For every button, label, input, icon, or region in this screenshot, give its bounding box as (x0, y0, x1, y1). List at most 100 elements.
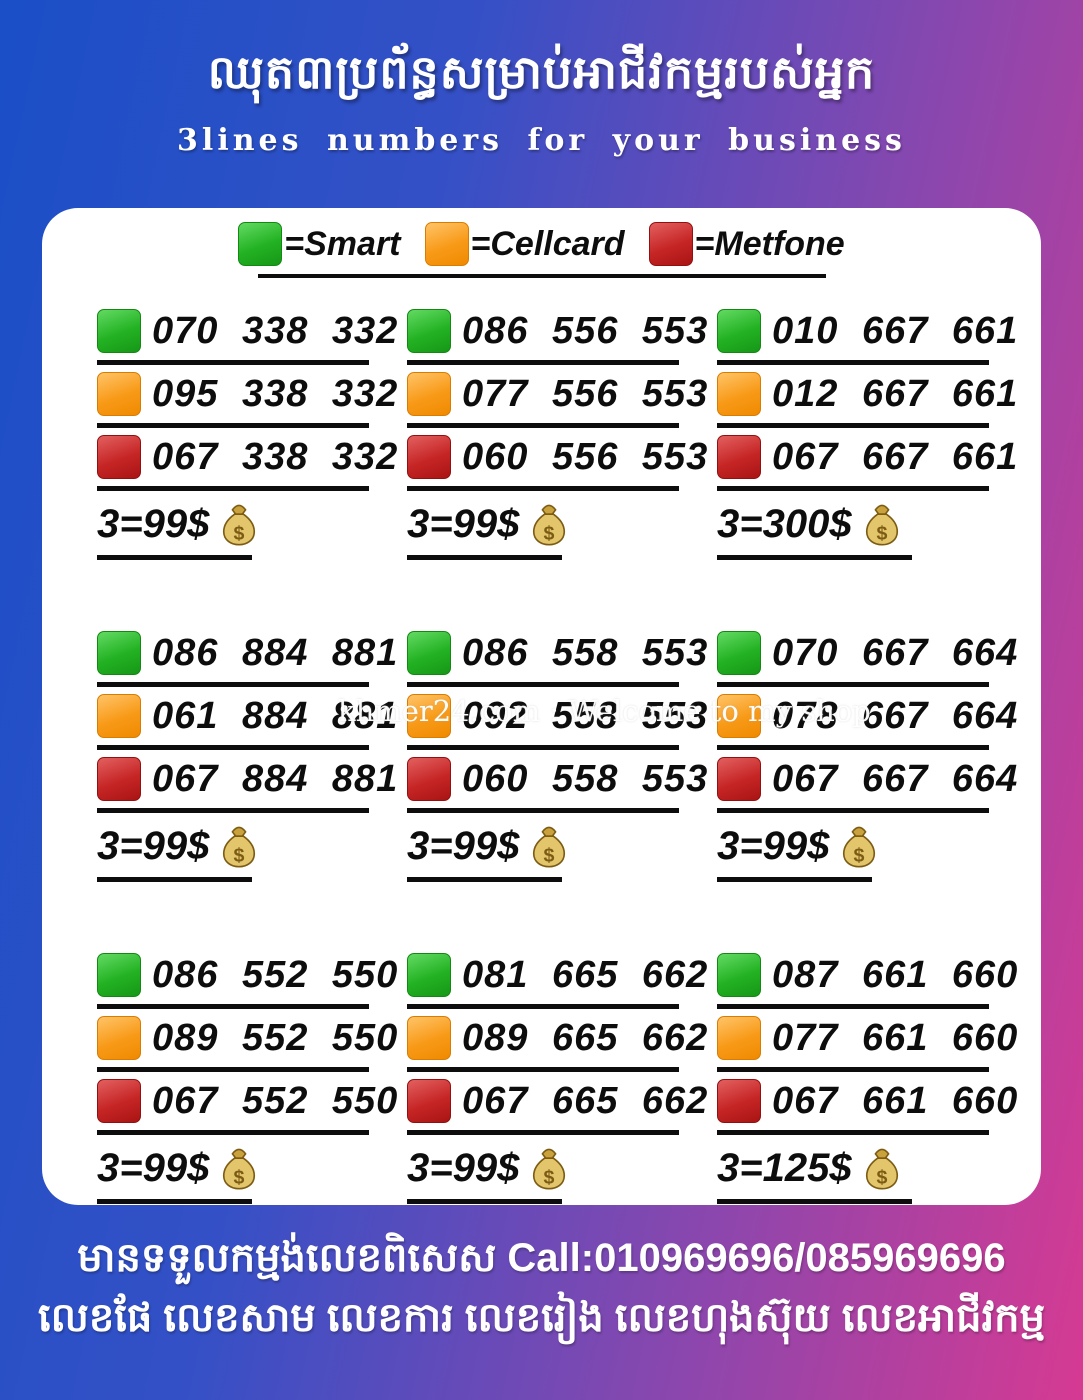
number-row: 086 884 881 (97, 630, 397, 676)
number-row: 067 884 881 (97, 756, 397, 802)
phone-number: 081 665 662 (462, 953, 709, 996)
number-group: 087 661 660 077 661 660 067 661 660 3=12… (717, 952, 1017, 1210)
legend-label: =Cellcard (470, 224, 625, 263)
row-divider (717, 1130, 989, 1135)
phone-number: 067 661 660 (772, 1079, 1019, 1122)
price-divider (407, 877, 562, 882)
row-divider (407, 486, 679, 491)
number-group: 070 667 664 078 667 664 067 667 664 3=99… (717, 630, 1017, 888)
number-row: 060 558 553 (407, 756, 707, 802)
phone-number: 086 552 550 (152, 953, 399, 996)
row-divider (97, 1067, 369, 1072)
price-divider (97, 1199, 252, 1204)
row-divider (717, 1004, 989, 1009)
phone-number: 070 338 332 (152, 309, 399, 352)
phone-number: 089 665 662 (462, 1016, 709, 1059)
number-group: 010 667 661 012 667 661 067 667 661 3=30… (717, 308, 1017, 566)
row-divider (717, 745, 989, 750)
cellcard-color-swatch-icon (407, 1016, 451, 1060)
number-group: 081 665 662 089 665 662 067 665 662 3=99… (407, 952, 707, 1210)
smart-color-swatch-icon (407, 631, 451, 675)
row-divider (97, 1004, 369, 1009)
row-divider (407, 423, 679, 428)
price-divider (97, 877, 252, 882)
legend-item-cellcard: =Cellcard (424, 222, 625, 266)
row-divider (407, 1130, 679, 1135)
number-row: 092 558 553 (407, 693, 707, 739)
phone-number: 089 552 550 (152, 1016, 399, 1059)
cellcard-color-swatch-icon (717, 1016, 761, 1060)
phone-number: 067 338 332 (152, 435, 399, 478)
price-row: 3=125$ $ (717, 1141, 989, 1195)
phone-number: 086 556 553 (462, 309, 709, 352)
metfone-color-swatch-icon (407, 757, 451, 801)
svg-text:$: $ (544, 1166, 555, 1188)
number-group: 086 884 881 061 884 881 067 884 881 3=99… (97, 630, 397, 888)
price-text: 3=99$ (717, 823, 830, 868)
row-divider (97, 808, 369, 813)
metfone-color-swatch-icon (717, 435, 761, 479)
money-bag-icon: $ (533, 1148, 566, 1190)
page-subtitle: 3lines numbers for your business (177, 123, 906, 158)
price-text: 3=125$ (717, 1145, 852, 1190)
number-row: 070 338 332 (97, 308, 397, 354)
price-divider (407, 1199, 562, 1204)
price-row: 3=99$ $ (97, 819, 369, 873)
phone-number: 010 667 661 (772, 309, 1019, 352)
number-row: 067 661 660 (717, 1078, 1017, 1124)
price-row: 3=300$ $ (717, 497, 989, 551)
money-bag-icon: $ (223, 504, 256, 546)
metfone-color-swatch-icon (97, 757, 141, 801)
row-divider (407, 1004, 679, 1009)
number-row: 086 558 553 (407, 630, 707, 676)
phone-number: 095 338 332 (152, 372, 399, 415)
smart-color-swatch-icon (717, 631, 761, 675)
money-bag-icon: $ (533, 826, 566, 868)
number-row: 070 667 664 (717, 630, 1017, 676)
metfone-color-swatch-icon (648, 222, 693, 266)
svg-text:$: $ (544, 522, 555, 544)
row-divider (407, 1067, 679, 1072)
number-row: 077 556 553 (407, 371, 707, 417)
price-text: 3=300$ (717, 501, 852, 546)
cellcard-color-swatch-icon (717, 372, 761, 416)
price-text: 3=99$ (407, 501, 520, 546)
money-bag-icon: $ (533, 504, 566, 546)
money-bag-icon: $ (843, 826, 876, 868)
cellcard-color-swatch-icon (424, 222, 469, 266)
smart-color-swatch-icon (97, 309, 141, 353)
numbers-card: =Smart =Cellcard =Metfone 070 338 332 09… (42, 208, 1041, 1205)
price-row: 3=99$ $ (407, 497, 679, 551)
smart-color-swatch-icon (97, 631, 141, 675)
legend-item-metfone: =Metfone (648, 222, 845, 266)
cellcard-color-swatch-icon (407, 372, 451, 416)
smart-color-swatch-icon (717, 309, 761, 353)
svg-text:$: $ (234, 522, 245, 544)
svg-text:$: $ (854, 844, 865, 866)
phone-number: 070 667 664 (772, 631, 1019, 674)
number-group: 070 338 332 095 338 332 067 338 332 3=99… (97, 308, 397, 566)
number-row: 067 338 332 (97, 434, 397, 480)
phone-number: 067 552 550 (152, 1079, 399, 1122)
row-divider (717, 486, 989, 491)
number-row: 089 552 550 (97, 1015, 397, 1061)
phone-number: 067 667 664 (772, 757, 1019, 800)
phone-number: 067 884 881 (152, 757, 399, 800)
metfone-color-swatch-icon (407, 1079, 451, 1123)
number-row: 067 665 662 (407, 1078, 707, 1124)
phone-number: 092 558 553 (462, 694, 709, 737)
carrier-legend: =Smart =Cellcard =Metfone (42, 208, 1041, 266)
metfone-color-swatch-icon (407, 435, 451, 479)
smart-color-swatch-icon (717, 953, 761, 997)
footer-number-types-line: លេខផែ លេខសាម លេខការ លេខរៀង លេខហុងស៊ុយ លេ… (38, 1296, 1045, 1340)
number-group: 086 558 553 092 558 553 060 558 553 3=99… (407, 630, 707, 888)
number-row: 078 667 664 (717, 693, 1017, 739)
phone-number: 087 661 660 (772, 953, 1019, 996)
metfone-color-swatch-icon (717, 1079, 761, 1123)
row-divider (407, 745, 679, 750)
price-divider (97, 555, 252, 560)
price-divider (717, 1199, 912, 1204)
legend-divider (257, 274, 826, 278)
number-row: 067 667 664 (717, 756, 1017, 802)
money-bag-icon: $ (865, 1148, 898, 1190)
